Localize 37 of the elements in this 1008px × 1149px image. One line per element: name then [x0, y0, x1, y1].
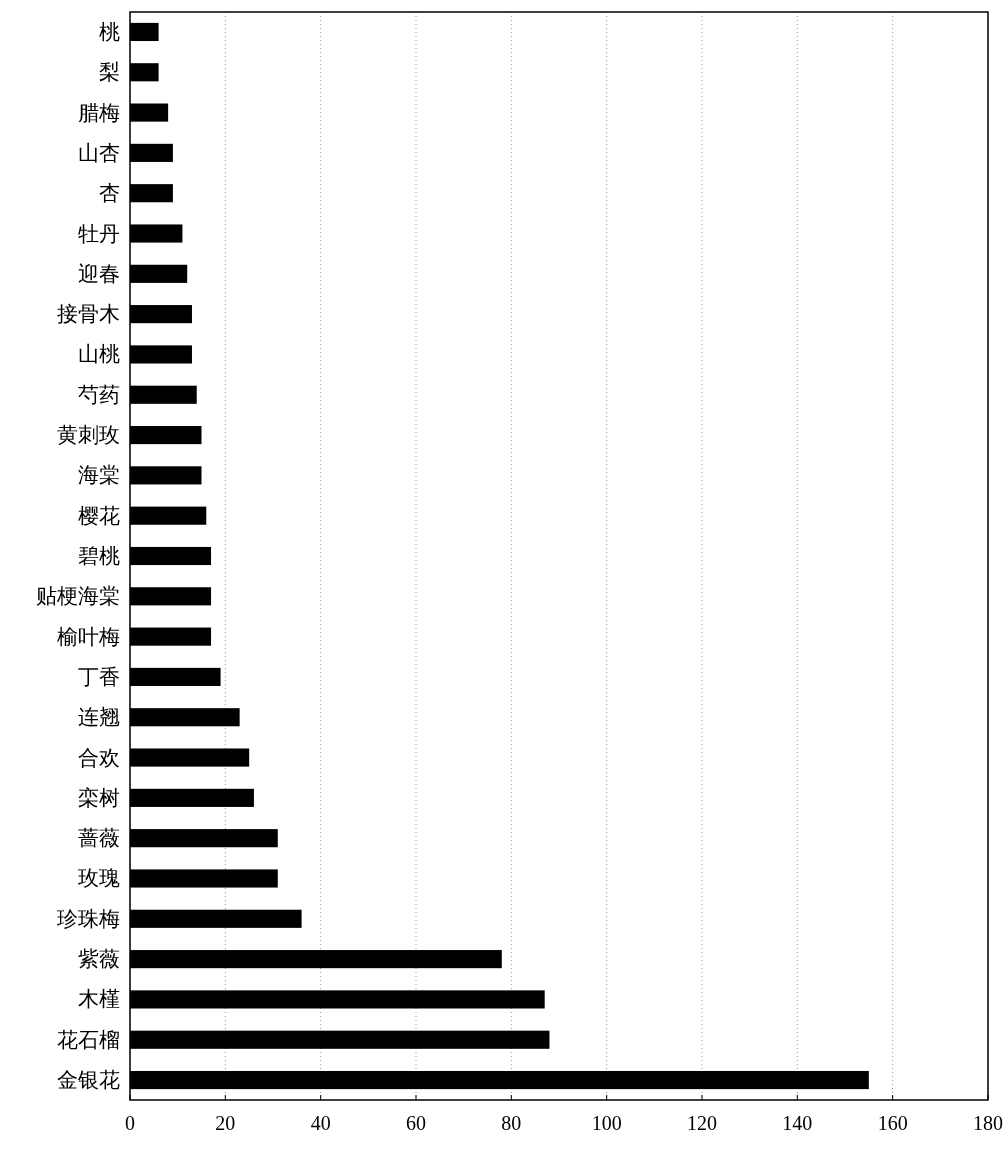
- y-tick-label: 梨: [99, 60, 120, 85]
- y-tick-label: 碧桃: [78, 544, 120, 568]
- x-tick-label: 20: [215, 1112, 236, 1134]
- x-tick-label: 40: [310, 1112, 331, 1134]
- y-tick-label: 栾树: [78, 785, 120, 810]
- y-tick-label: 蔷薇: [78, 826, 120, 851]
- y-tick-label: 牡丹: [78, 221, 120, 246]
- x-tick-label: 140: [782, 1112, 813, 1134]
- x-tick-label: 100: [591, 1112, 622, 1134]
- x-tick-label: 60: [406, 1112, 426, 1134]
- x-tick-label: 120: [687, 1112, 717, 1134]
- y-tick-label: 玫瑰: [78, 866, 120, 891]
- y-tick-label: 花石榴: [57, 1027, 120, 1052]
- y-tick-label: 丁香: [78, 664, 120, 689]
- y-tick-label: 芍药: [78, 382, 120, 407]
- x-tick-label: 180: [973, 1112, 1003, 1134]
- y-tick-label: 海棠: [78, 463, 120, 488]
- x-tick-label: 80: [501, 1112, 522, 1134]
- y-tick-label: 木槿: [78, 987, 120, 1012]
- y-tick-label: 连翘: [78, 705, 120, 730]
- y-tick-label: 山桃: [78, 342, 120, 367]
- y-tick-label: 腊梅: [78, 100, 120, 125]
- y-tick-label: 榆叶梅: [57, 624, 120, 649]
- y-tick-label: 紫薇: [78, 947, 120, 972]
- y-tick-label: 樱花: [78, 503, 120, 528]
- y-tick-label: 接骨木: [57, 302, 120, 327]
- y-tick-label: 黄刺玫: [57, 423, 120, 448]
- y-tick-label: 合欢: [78, 745, 120, 770]
- y-tick-label: 迎春: [78, 261, 120, 286]
- y-tick-label: 珍珠梅: [57, 906, 120, 931]
- y-tick-label: 杏: [99, 181, 120, 206]
- y-tick-label: 山杏: [78, 140, 120, 165]
- x-tick-label: 0: [125, 1112, 135, 1134]
- x-tick-label: 160: [877, 1112, 908, 1134]
- y-tick-label: 金银花: [57, 1068, 120, 1093]
- y-tick-label: 贴梗海棠: [36, 584, 120, 609]
- y-tick-label: 桃: [99, 19, 120, 44]
